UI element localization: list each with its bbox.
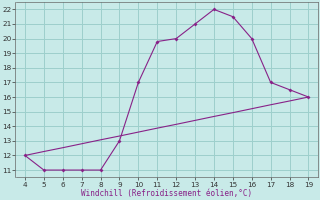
X-axis label: Windchill (Refroidissement éolien,°C): Windchill (Refroidissement éolien,°C) [81, 189, 252, 198]
